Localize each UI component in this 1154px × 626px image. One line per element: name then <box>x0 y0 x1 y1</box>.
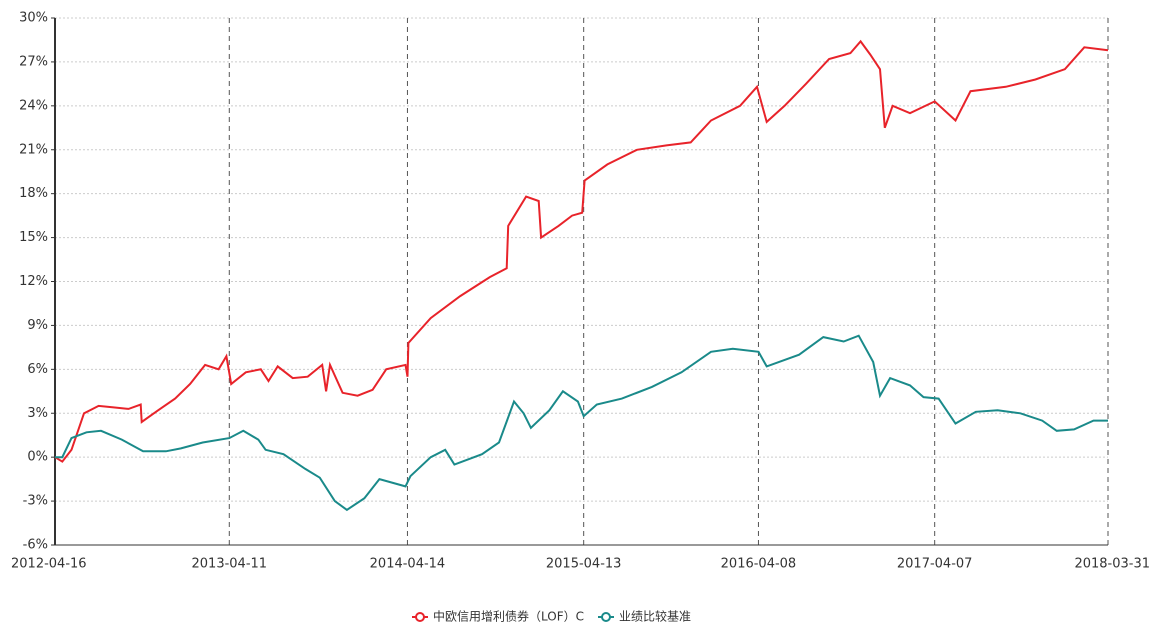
y-tick-label: -3% <box>23 494 48 509</box>
y-tick-label: 24% <box>19 98 48 113</box>
x-tick-label: 2015-04-13 <box>546 557 622 572</box>
y-tick-label: 30% <box>19 11 48 26</box>
y-tick-label: 0% <box>27 450 48 465</box>
y-tick-label: 15% <box>19 230 48 245</box>
legend-label: 业绩比较基准 <box>619 609 691 624</box>
x-tick-label: 2016-04-08 <box>721 557 797 572</box>
y-tick-label: -6% <box>23 538 48 553</box>
y-tick-label: 3% <box>27 406 48 421</box>
y-tick-label: 18% <box>19 186 48 201</box>
y-tick-label: 27% <box>19 54 48 69</box>
x-tick-label: 2014-04-14 <box>370 557 446 572</box>
y-tick-label: 6% <box>27 362 48 377</box>
legend: 中欧信用增利债券（LOF）C 业绩比较基准 <box>412 609 691 624</box>
y-tick-label: 21% <box>19 142 48 157</box>
x-tick-label: 2013-04-11 <box>192 557 268 572</box>
series-line <box>55 334 1108 512</box>
legend-label: 中欧信用增利债券（LOF）C <box>433 609 584 624</box>
series-line <box>54 39 1109 463</box>
legend-marker <box>415 612 425 622</box>
x-tick-label: 2018-03-31 <box>1074 557 1150 572</box>
x-tick-label: 2012-04-16 <box>11 557 87 572</box>
y-tick-label: 9% <box>27 318 48 333</box>
x-tick-label: 2017-04-07 <box>897 557 973 572</box>
legend-marker <box>601 612 611 622</box>
y-tick-label: 12% <box>19 274 48 289</box>
